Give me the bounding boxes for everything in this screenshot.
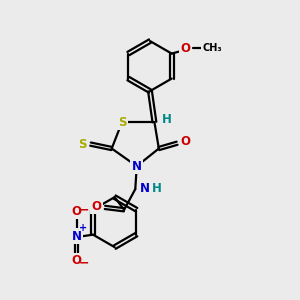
Text: −: − <box>79 256 89 269</box>
Text: N: N <box>132 160 142 173</box>
Text: H: H <box>152 182 161 195</box>
Text: O: O <box>181 42 190 55</box>
Text: O: O <box>92 200 102 213</box>
Text: S: S <box>78 138 86 151</box>
Text: O: O <box>72 254 82 267</box>
Text: H: H <box>162 113 172 126</box>
Text: −: − <box>79 203 89 216</box>
Text: O: O <box>180 135 190 148</box>
Text: N: N <box>72 230 82 243</box>
Text: N: N <box>140 182 150 195</box>
Text: S: S <box>118 116 126 128</box>
Text: CH₃: CH₃ <box>202 43 222 53</box>
Text: +: + <box>79 223 87 233</box>
Text: O: O <box>72 205 82 218</box>
